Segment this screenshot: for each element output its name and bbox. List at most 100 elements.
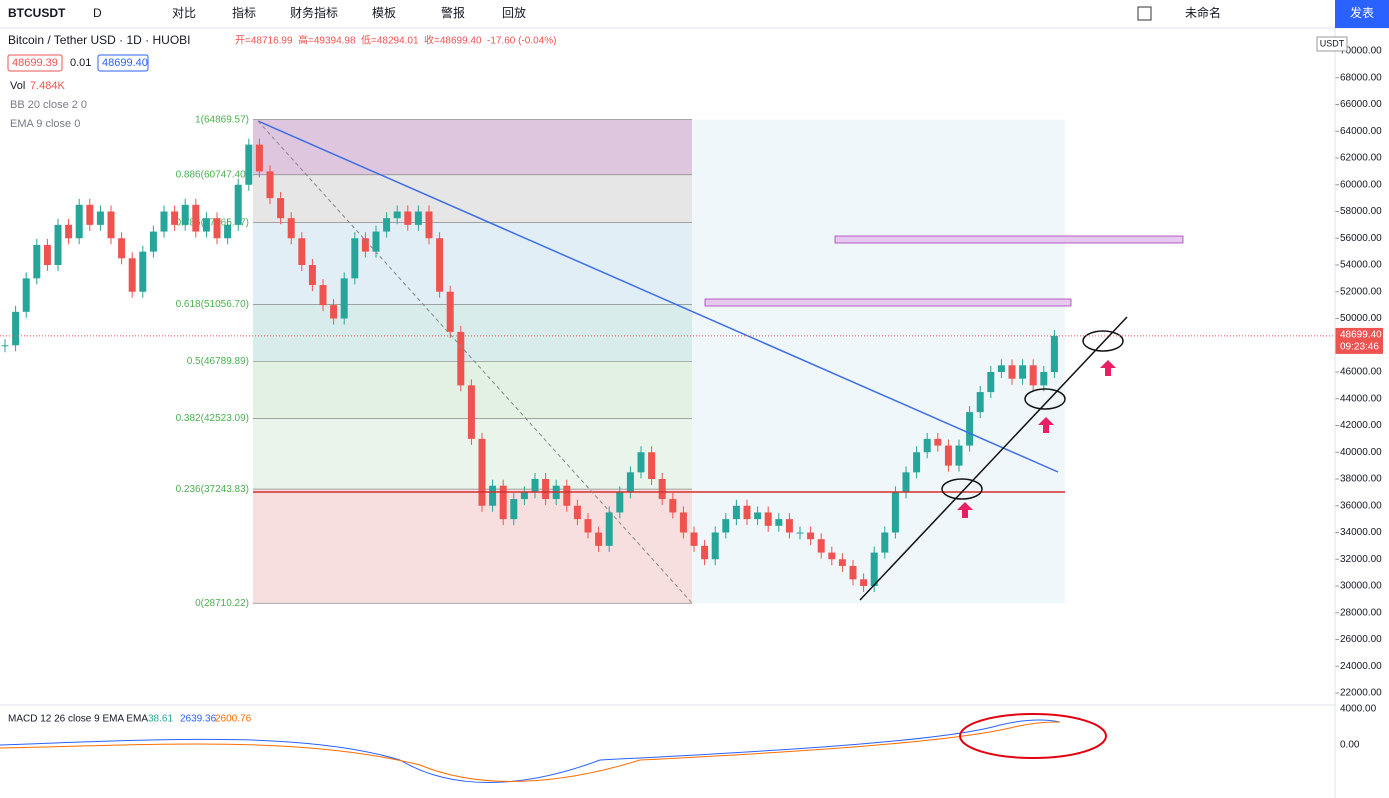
y-tick-label: 24000.00 xyxy=(1340,661,1382,672)
candle-body xyxy=(1019,365,1027,379)
publish-button[interactable] xyxy=(1335,0,1389,28)
interval[interactable]: D xyxy=(93,6,102,20)
candle-body xyxy=(616,492,624,513)
bid-box xyxy=(7,54,63,72)
fib-label: 0(28710.22) xyxy=(195,598,249,609)
zone xyxy=(704,298,1072,307)
candle-body xyxy=(457,331,465,386)
candle-body xyxy=(966,412,974,446)
checkbox-icon[interactable] xyxy=(1137,6,1152,21)
projection-box xyxy=(692,119,1065,604)
candle-body xyxy=(669,499,677,513)
legend-title: Bitcoin / Tether USD · 1D · HUOBI xyxy=(8,33,191,47)
candle-body xyxy=(595,532,603,546)
candle-body xyxy=(171,211,179,225)
candle-body xyxy=(75,204,83,239)
candle-body xyxy=(383,218,391,232)
candle-body xyxy=(573,505,581,520)
layout-name[interactable]: 未命名 xyxy=(1185,5,1221,20)
candle-body xyxy=(224,224,232,239)
candle-body xyxy=(1050,335,1058,372)
candle-body xyxy=(245,144,253,185)
candle-body xyxy=(679,512,687,533)
fib-label: 0.382(42523.09) xyxy=(176,413,249,424)
ema-legend: EMA 9 close 0 xyxy=(10,118,80,130)
toolbar-item[interactable]: 指标 xyxy=(232,5,256,20)
toolbar-item[interactable]: 财务指标 xyxy=(290,5,338,20)
y-tick-label: 22000.00 xyxy=(1340,688,1382,699)
fib-label: 0.618(51056.70) xyxy=(176,299,249,310)
candle-body xyxy=(202,218,210,232)
candle-body xyxy=(817,539,825,553)
fib-label: 0.5(46789.89) xyxy=(187,356,249,367)
y-tick-label: 62000.00 xyxy=(1340,153,1382,164)
candle-body xyxy=(711,532,719,560)
candle-body xyxy=(446,291,454,332)
candle-body xyxy=(605,512,613,546)
y-tick-label: 42000.00 xyxy=(1340,420,1382,431)
ask-box xyxy=(97,54,149,72)
zone xyxy=(834,235,1184,244)
circle-mark xyxy=(941,478,983,500)
candle-body xyxy=(107,211,115,239)
candle-body xyxy=(22,278,30,312)
candle-body xyxy=(277,198,285,219)
arrow xyxy=(1100,360,1116,376)
symbol[interactable]: BTCUSDT xyxy=(8,6,66,20)
toolbar xyxy=(0,0,1389,28)
candle-body xyxy=(128,258,136,292)
candle-body xyxy=(520,492,528,500)
fib-label: 0.236(37243.83) xyxy=(176,484,249,495)
y-tick-label: 34000.00 xyxy=(1340,527,1382,538)
candle-body xyxy=(181,204,189,225)
candle-body xyxy=(860,579,868,586)
fib-band xyxy=(253,119,692,175)
signal-curve xyxy=(0,721,1061,782)
toolbar-item[interactable]: 警报 xyxy=(441,5,465,20)
candle-body xyxy=(118,238,126,259)
fib-band xyxy=(253,489,692,604)
candle-body xyxy=(1,345,9,347)
arrow xyxy=(1038,417,1054,433)
last-price-box xyxy=(1335,327,1383,354)
toolbar-item[interactable]: 对比 xyxy=(172,6,196,20)
candle-body xyxy=(65,224,73,239)
y-tick-label: 44000.00 xyxy=(1340,393,1382,404)
candle-body xyxy=(139,251,147,292)
candle-body xyxy=(870,552,878,586)
candle-body xyxy=(542,479,550,500)
candle-body xyxy=(775,519,783,526)
candle-body xyxy=(266,171,274,199)
candle-body xyxy=(923,438,931,453)
candle-body xyxy=(489,485,497,506)
y-tick-label: 54000.00 xyxy=(1340,260,1382,271)
blue-trend xyxy=(257,120,1059,473)
countdown: 09:23:46 xyxy=(1340,342,1379,353)
y-tick-label: 50000.00 xyxy=(1340,313,1382,324)
candle-body xyxy=(732,505,740,520)
last-price: 48699.40 xyxy=(1340,330,1382,341)
candle-body xyxy=(754,512,762,520)
candle-body xyxy=(478,438,486,506)
candle-body xyxy=(881,532,889,553)
bb-legend: BB 20 close 2 0 xyxy=(10,99,87,111)
support-trend xyxy=(859,316,1128,601)
fib-label: 1(64869.57) xyxy=(195,114,249,125)
publish-label[interactable]: 发表 xyxy=(1350,5,1374,20)
candle-body xyxy=(287,218,295,239)
y-tick-label: 64000.00 xyxy=(1340,126,1382,137)
candle-body xyxy=(213,218,221,239)
candle-body xyxy=(648,452,656,479)
candle-body xyxy=(436,238,444,292)
y-tick-label: 68000.00 xyxy=(1340,72,1382,83)
candle-body xyxy=(531,479,539,493)
candle-body xyxy=(255,144,263,172)
candle-body xyxy=(563,485,571,506)
y-tick-label: 66000.00 xyxy=(1340,99,1382,110)
toolbar-item[interactable]: 回放 xyxy=(502,5,526,20)
y-tick-label: 46000.00 xyxy=(1340,367,1382,378)
candle-body xyxy=(467,385,475,439)
vol-label: Vol xyxy=(10,80,25,92)
toolbar-item[interactable]: 模板 xyxy=(372,6,396,20)
